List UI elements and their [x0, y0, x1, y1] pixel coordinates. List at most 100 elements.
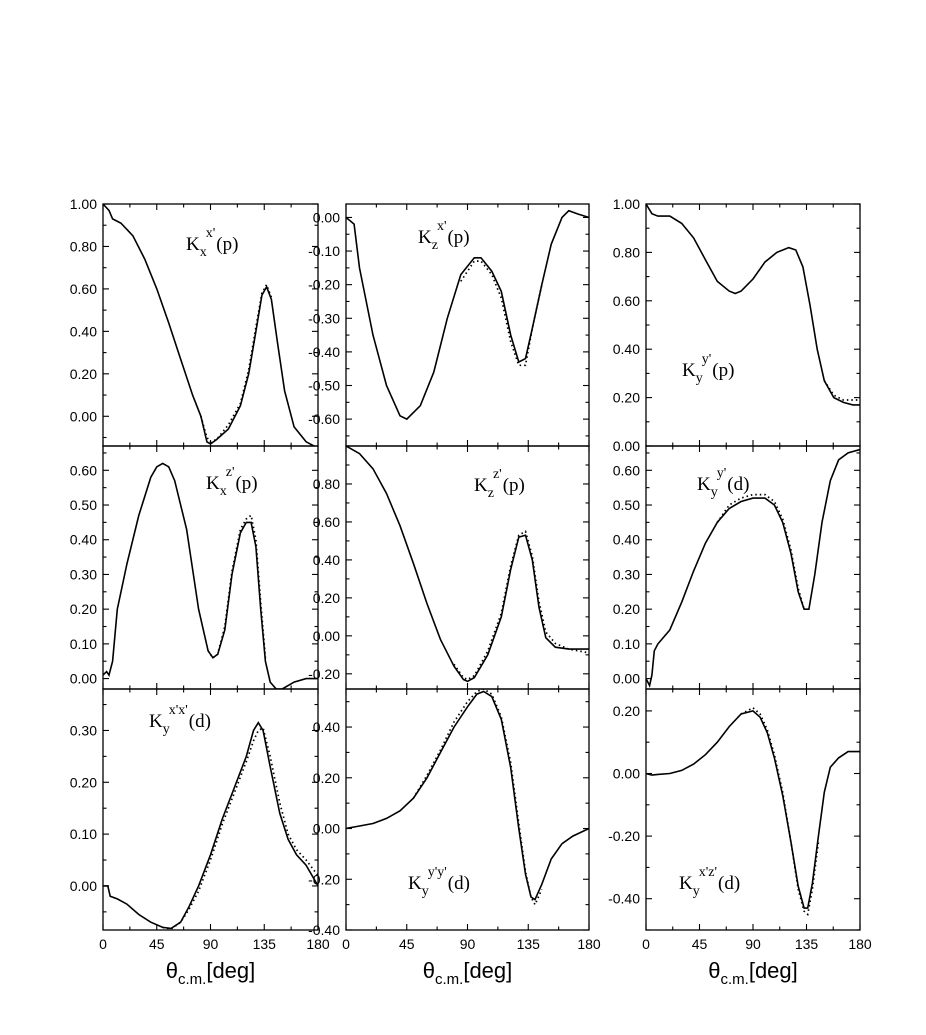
y-tick-label: -0.40: [308, 922, 340, 938]
y-tick-label: 0.20: [613, 703, 640, 719]
y-tick-label: 0.20: [70, 601, 97, 617]
y-tick-label: 0.10: [70, 636, 97, 652]
y-tick-label: -0.60: [308, 411, 340, 427]
dotted-curve: [200, 282, 273, 443]
y-tick-label: 1.00: [613, 196, 640, 212]
y-tick-label: 0.50: [613, 497, 640, 513]
panel-bottom-2: -0.40 -0.20 0.00 0.20 0.40 0 45 90 135 180 Kyy'y'(…: [308, 688, 601, 952]
panel-middle-3: 0.00 0.10 0.20 0.30 0.40 0.50 0.60 Kyy'(d): [613, 445, 861, 690]
panel-label: Kyy'(p): [682, 352, 734, 386]
x-tick-label: 90: [460, 936, 476, 952]
dotted-curve: [460, 260, 543, 367]
x-tick-label: 180: [848, 936, 872, 952]
solid-curve: [346, 446, 589, 683]
y-tick-label: 0.80: [613, 244, 640, 260]
y-tick-label: -0.40: [308, 344, 340, 360]
y-tick-label: 0.40: [613, 341, 640, 357]
panel-label: Kxz'(p): [206, 465, 258, 499]
y-tick-label: 0.80: [313, 476, 340, 492]
x-tick-label: 90: [203, 936, 219, 952]
y-tick-label: 1.00: [70, 196, 97, 212]
y-tick-label: -0.40: [608, 891, 640, 907]
panel-frame: [645, 445, 861, 690]
panel-grid: 0.00 0.20 0.40 0.60 0.80 1.00 Kxx'(p) 0.00 -0.10…: [70, 196, 872, 988]
y-tick-label: 0.60: [613, 293, 640, 309]
y-tick-label: -0.10: [308, 243, 340, 259]
x-tick-label: 45: [149, 936, 165, 952]
x-tick-label: 0: [642, 936, 650, 952]
y-tick-label: 0.00: [313, 821, 340, 837]
panel-label: Kyy'y'(d): [408, 865, 470, 899]
dotted-curve: [716, 493, 805, 610]
y-tick-label: 0.40: [613, 532, 640, 548]
panel-label: Kzx'(p): [418, 219, 470, 253]
y-tick-label: 0.40: [313, 719, 340, 735]
solid-curve: [346, 690, 589, 901]
panel-label: Kyy'(d): [697, 466, 749, 500]
solid-curve: [103, 721, 318, 930]
y-tick-label: 0.00: [70, 408, 97, 424]
solid-curve: [103, 462, 318, 689]
x-tick-label: 0: [99, 936, 107, 952]
solid-curve: [103, 204, 316, 446]
y-tick-label: 0.40: [313, 552, 340, 568]
y-tick-label: 0.00: [313, 209, 340, 225]
y-tick-label: 0.00: [613, 671, 640, 687]
panel-top-3: 0.00 0.20 0.40 0.60 0.80 1.00 Kyy'(p): [613, 196, 861, 454]
y-tick-label: 0.20: [613, 601, 640, 617]
solid-curve: [646, 710, 860, 909]
y-tick-label: 0.60: [70, 281, 97, 297]
y-tick-label: 0.00: [613, 766, 640, 782]
y-tick-label: 0.10: [70, 826, 97, 842]
panel-label: Kyx'x'(d): [149, 703, 211, 737]
x-tick-label: 180: [577, 936, 601, 952]
x-tick-label: 180: [306, 936, 330, 952]
panel-bottom-3: -0.40 -0.20 0.00 0.20 0 45 90 135 180 Kyx'z'(d): [608, 688, 872, 952]
panel-frame: [645, 203, 861, 447]
dotted-curve: [740, 706, 820, 917]
x-axis-title: θc.m.[deg]: [708, 958, 798, 988]
panel-middle-2: -0.20 0.00 0.20 0.40 0.60 0.80 Kzz'(p): [308, 445, 590, 690]
panel-middle-1: 0.00 0.10 0.20 0.30 0.40 0.50 0.60 Kxz'(p): [70, 445, 319, 690]
y-tick-label: 0.20: [613, 390, 640, 406]
y-tick-label: 0.40: [70, 532, 97, 548]
solid-curve: [646, 204, 860, 406]
y-tick-label: -0.20: [308, 666, 340, 682]
y-tick-label: 0.30: [613, 566, 640, 582]
y-tick-label: -0.20: [608, 828, 640, 844]
panel-label: Kzz'(p): [474, 467, 525, 501]
x-axis-title: θc.m.[deg]: [166, 958, 256, 988]
y-tick-label: 0.60: [613, 462, 640, 478]
y-tick-label: 0.00: [313, 628, 340, 644]
x-tick-label: 45: [399, 936, 415, 952]
y-tick-label: 0.00: [70, 878, 97, 894]
x-tick-label: 135: [517, 936, 541, 952]
y-tick-label: 0.20: [313, 590, 340, 606]
dotted-curve: [207, 513, 267, 660]
solid-curve: [346, 209, 589, 421]
dotted-curve: [823, 380, 860, 401]
x-tick-label: 135: [795, 936, 819, 952]
y-tick-label: 0.50: [70, 497, 97, 513]
x-tick-label: 45: [692, 936, 708, 952]
y-tick-label: 0.00: [613, 438, 640, 454]
x-tick-label: 135: [253, 936, 277, 952]
dotted-curve: [162, 726, 318, 930]
y-tick-label: 0.10: [613, 636, 640, 652]
panel-bottom-1: 0.00 0.10 0.20 0.30 0 45 90 135 180 Kyx'x'(d): [70, 688, 330, 952]
solid-curve: [646, 448, 860, 688]
y-tick-label: 0.30: [70, 722, 97, 738]
y-tick-label: 0.20: [70, 774, 97, 790]
x-tick-label: 90: [745, 936, 761, 952]
y-tick-label: 0.20: [70, 366, 97, 382]
y-tick-label: 0.60: [313, 514, 340, 530]
x-tick-label: 0: [342, 936, 350, 952]
y-tick-label: 0.20: [313, 770, 340, 786]
panel-label: Kxx'(p): [186, 226, 238, 260]
y-tick-label: 0.60: [70, 462, 97, 478]
x-axis-title: θc.m.[deg]: [423, 958, 513, 988]
y-tick-label: 0.00: [70, 671, 97, 687]
y-tick-label: 0.80: [70, 238, 97, 254]
panel-frame: [345, 445, 590, 690]
